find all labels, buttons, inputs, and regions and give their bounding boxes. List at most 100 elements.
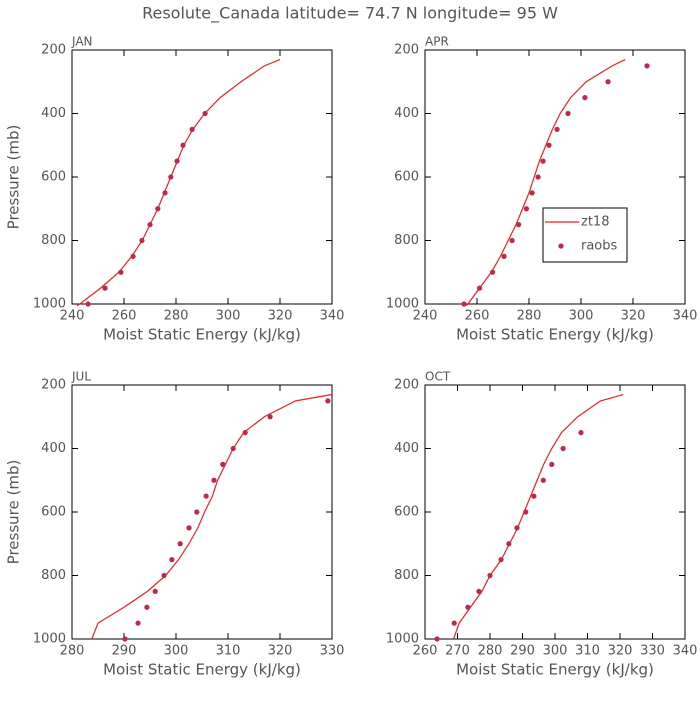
panel-label: OCT xyxy=(425,370,451,384)
x-tick-label: 280 xyxy=(164,309,189,324)
y-tick-label: 1000 xyxy=(33,297,66,312)
data-point xyxy=(434,636,440,642)
x-tick-label: 310 xyxy=(575,644,600,659)
y-tick-label: 200 xyxy=(394,43,419,58)
data-point xyxy=(161,572,167,579)
y-tick-label: 600 xyxy=(41,505,66,520)
x-tick-label: 330 xyxy=(320,644,345,659)
data-point xyxy=(554,126,560,132)
legend: zt18 raobs xyxy=(542,207,628,263)
data-point xyxy=(560,445,566,452)
x-tick-label: 340 xyxy=(320,309,345,324)
data-point xyxy=(174,158,180,164)
x-tick-label: 280 xyxy=(60,644,85,659)
x-tick-label: 320 xyxy=(608,644,633,659)
y-tick-label: 1000 xyxy=(386,297,419,312)
data-point xyxy=(516,222,522,228)
data-point xyxy=(220,461,226,467)
data-point xyxy=(267,414,273,420)
x-axis-label: Moist Static Energy (kJ/kg) xyxy=(456,661,654,679)
x-tick-label: 320 xyxy=(268,644,293,659)
data-point xyxy=(130,253,136,259)
data-point xyxy=(211,477,217,483)
data-point xyxy=(135,620,141,626)
data-point xyxy=(565,110,571,117)
data-point xyxy=(189,126,195,132)
data-point xyxy=(139,237,145,244)
panel-label: JAN xyxy=(71,35,93,49)
y-tick-label: 200 xyxy=(41,43,66,58)
data-point xyxy=(490,269,496,275)
data-line xyxy=(453,393,624,640)
data-point xyxy=(529,190,535,196)
y-tick-label: 600 xyxy=(394,505,419,520)
plot-frame xyxy=(71,384,333,640)
panel-label: JUL xyxy=(71,370,91,384)
x-tick-label: 340 xyxy=(673,644,698,659)
data-point xyxy=(144,604,150,610)
data-point xyxy=(509,237,515,244)
y-tick-label: 400 xyxy=(41,441,66,456)
data-point xyxy=(549,461,555,467)
data-point xyxy=(451,620,457,626)
plot-frame xyxy=(71,49,333,305)
data-point xyxy=(202,110,208,117)
figure-title: Resolute_Canada latitude= 74.7 N longitu… xyxy=(142,4,558,24)
plot-frame xyxy=(424,49,686,305)
y-tick-label: 800 xyxy=(41,233,66,248)
x-tick-label: 290 xyxy=(510,644,535,659)
data-point xyxy=(85,301,91,307)
y-tick-label: 400 xyxy=(41,106,66,121)
data-point xyxy=(465,604,471,610)
data-point xyxy=(162,190,168,196)
data-line xyxy=(91,393,333,640)
x-axis-label: Moist Static Energy (kJ/kg) xyxy=(456,326,654,344)
x-tick-label: 300 xyxy=(569,309,594,324)
y-axis-label: Pressure (mb) xyxy=(5,125,23,230)
data-point xyxy=(147,222,153,228)
data-point xyxy=(102,285,108,291)
y-tick-label: 600 xyxy=(394,170,419,185)
x-tick-label: 260 xyxy=(465,309,490,324)
x-tick-label: 260 xyxy=(413,644,438,659)
data-point xyxy=(501,253,507,259)
data-point xyxy=(325,398,331,404)
legend-label: raobs xyxy=(581,239,618,254)
data-point xyxy=(546,142,552,148)
data-point xyxy=(476,588,482,594)
data-point xyxy=(605,79,611,85)
x-tick-label: 260 xyxy=(112,309,137,324)
data-point xyxy=(186,525,192,531)
y-tick-label: 400 xyxy=(394,441,419,456)
x-tick-label: 310 xyxy=(216,644,241,659)
x-tick-label: 330 xyxy=(640,644,665,659)
y-tick-label: 600 xyxy=(41,170,66,185)
data-point xyxy=(523,206,530,212)
data-point xyxy=(487,572,493,579)
data-point xyxy=(498,557,504,563)
data-point xyxy=(540,477,546,483)
x-tick-label: 280 xyxy=(478,644,503,659)
data-point xyxy=(122,636,128,642)
data-point xyxy=(506,541,512,547)
legend-swatch xyxy=(558,243,564,249)
data-point xyxy=(531,493,537,499)
data-point xyxy=(644,63,650,69)
y-tick-label: 800 xyxy=(394,568,419,583)
data-point xyxy=(477,285,483,291)
y-tick-label: 200 xyxy=(394,378,419,393)
x-tick-label: 300 xyxy=(543,644,568,659)
data-point xyxy=(177,541,183,547)
y-tick-label: 200 xyxy=(41,378,66,393)
data-point xyxy=(514,525,520,531)
panel-label: APR xyxy=(425,35,449,49)
data-point xyxy=(155,206,161,212)
data-point xyxy=(535,174,541,180)
data-point xyxy=(169,557,175,563)
y-tick-label: 800 xyxy=(394,233,419,248)
data-point xyxy=(242,430,248,436)
x-tick-label: 300 xyxy=(164,644,189,659)
x-tick-label: 340 xyxy=(673,309,698,324)
data-line xyxy=(466,58,626,306)
